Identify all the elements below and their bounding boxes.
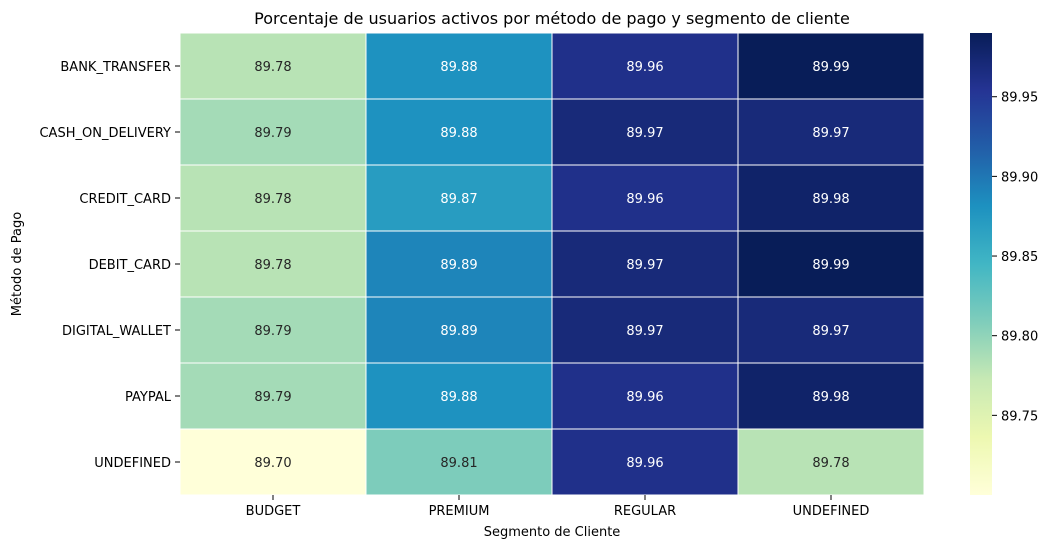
cell-value-label: 89.96 <box>626 456 663 471</box>
y-tick-label: DEBIT_CARD <box>89 258 171 273</box>
cell-value-label: 89.98 <box>812 192 849 207</box>
cell-value-label: 89.99 <box>812 258 849 273</box>
x-tick-label: REGULAR <box>614 504 676 519</box>
cell-value-label: 89.97 <box>626 324 663 339</box>
colorbar-tick-label: 89.90 <box>1001 170 1038 185</box>
heatmap-cell <box>179 98 367 166</box>
heatmap-cell <box>737 32 925 100</box>
colorbar-tick-label: 89.80 <box>1001 330 1038 345</box>
cell-value-label: 89.96 <box>626 60 663 75</box>
y-axis-label: Método de Pago <box>10 212 25 316</box>
heatmap-cell <box>179 296 367 364</box>
heatmap-cells: 89.78 89.88 89.96 89.99 89.79 89.88 89.97 89.97… <box>179 32 925 496</box>
cell-value-label: 89.98 <box>812 390 849 405</box>
y-tick-label: UNDEFINED <box>94 456 171 471</box>
cell-value-label: 89.97 <box>626 126 663 141</box>
heatmap-cell <box>737 164 925 232</box>
chart-title: Porcentaje de usuarios activos por métod… <box>254 9 850 28</box>
heatmap-cell <box>737 362 925 430</box>
colorbar-gradient <box>970 33 992 495</box>
y-tick-label: CREDIT_CARD <box>79 192 171 207</box>
colorbar: 89.75 89.80 89.85 89.90 89.95 <box>970 33 1038 495</box>
x-tick-labels: BUDGET PREMIUM REGULAR UNDEFINED <box>246 495 870 519</box>
cell-value-label: 89.97 <box>812 126 849 141</box>
heatmap-cell <box>551 428 739 496</box>
colorbar-tick-label: 89.85 <box>1001 250 1038 265</box>
heatmap-cell <box>551 230 739 298</box>
x-tick-label: PREMIUM <box>429 504 490 519</box>
x-tick-label: UNDEFINED <box>793 504 870 519</box>
heatmap-cell <box>737 230 925 298</box>
heatmap-cell <box>365 230 553 298</box>
heatmap-cell <box>737 296 925 364</box>
heatmap-cell <box>737 98 925 166</box>
cell-value-label: 89.88 <box>440 60 477 75</box>
cell-value-label: 89.88 <box>440 126 477 141</box>
y-tick-labels: BANK_TRANSFER CASH_ON_DELIVERY CREDIT_CARD… <box>39 60 180 471</box>
heatmap-cell <box>551 362 739 430</box>
heatmap-cell <box>179 362 367 430</box>
heatmap-cell <box>737 428 925 496</box>
heatmap-cell <box>365 362 553 430</box>
cell-value-label: 89.79 <box>254 126 291 141</box>
heatmap-cell <box>551 296 739 364</box>
heatmap-cell <box>365 32 553 100</box>
cell-value-label: 89.81 <box>440 456 477 471</box>
heatmap-cell <box>365 98 553 166</box>
cell-value-label: 89.78 <box>254 60 291 75</box>
cell-value-label: 89.78 <box>812 456 849 471</box>
y-tick-label: DIGITAL_WALLET <box>62 324 171 339</box>
y-tick-label: BANK_TRANSFER <box>60 60 171 75</box>
cell-value-label: 89.78 <box>254 192 291 207</box>
cell-value-label: 89.88 <box>440 390 477 405</box>
colorbar-tick-label: 89.75 <box>1001 409 1038 424</box>
cell-value-label: 89.70 <box>254 456 291 471</box>
heatmap-cell <box>551 32 739 100</box>
cell-value-label: 89.79 <box>254 390 291 405</box>
cell-value-label: 89.99 <box>812 60 849 75</box>
heatmap-cell <box>179 230 367 298</box>
cell-value-label: 89.79 <box>254 324 291 339</box>
x-axis-label: Segmento de Cliente <box>484 525 621 540</box>
heatmap-cell <box>179 32 367 100</box>
y-tick-label: CASH_ON_DELIVERY <box>39 126 171 141</box>
x-tick-label: BUDGET <box>246 504 301 519</box>
cell-value-label: 89.97 <box>812 324 849 339</box>
colorbar-tick-label: 89.95 <box>1001 91 1038 106</box>
cell-value-label: 89.89 <box>440 324 477 339</box>
cell-value-label: 89.89 <box>440 258 477 273</box>
y-tick-label: PAYPAL <box>125 390 172 405</box>
heatmap-cell <box>365 164 553 232</box>
heatmap-cell <box>179 428 367 496</box>
cell-value-label: 89.87 <box>440 192 477 207</box>
cell-value-label: 89.78 <box>254 258 291 273</box>
heatmap-cell <box>365 296 553 364</box>
cell-value-label: 89.96 <box>626 390 663 405</box>
cell-value-label: 89.96 <box>626 192 663 207</box>
cell-value-label: 89.97 <box>626 258 663 273</box>
